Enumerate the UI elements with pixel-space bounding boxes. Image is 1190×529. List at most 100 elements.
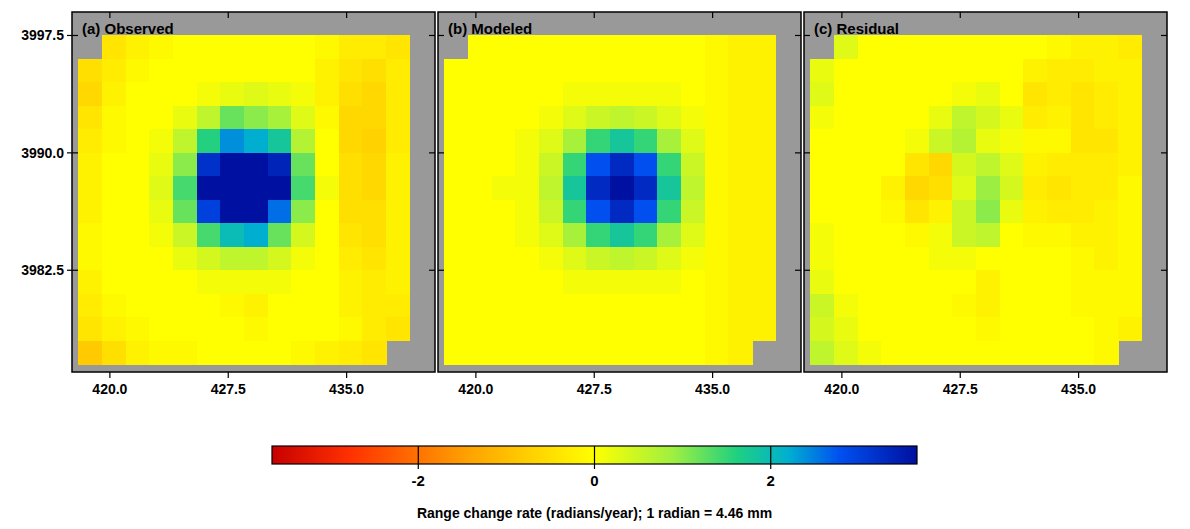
cell — [881, 59, 905, 83]
cell — [339, 200, 363, 224]
cell — [220, 129, 244, 153]
cell — [881, 153, 905, 177]
x-tick — [841, 12, 842, 18]
cell — [834, 247, 858, 271]
cell — [539, 247, 563, 271]
cell — [905, 247, 929, 271]
cell — [291, 294, 315, 318]
cell — [1118, 176, 1142, 200]
cell — [563, 35, 587, 59]
cell — [468, 176, 492, 200]
cell — [268, 129, 292, 153]
cell — [362, 176, 386, 200]
cell — [291, 176, 315, 200]
colorbar-tick — [418, 446, 419, 469]
cell — [610, 129, 634, 153]
cell — [444, 247, 468, 271]
cell — [444, 200, 468, 224]
cell — [291, 200, 315, 224]
panel-background — [804, 12, 1167, 372]
y-tick — [72, 152, 78, 153]
cell — [1047, 294, 1071, 318]
cell — [563, 270, 587, 294]
cell — [834, 176, 858, 200]
x-tick — [475, 12, 476, 18]
y-tick — [438, 270, 444, 271]
cell — [586, 106, 610, 130]
cell — [705, 317, 729, 341]
cell — [586, 176, 610, 200]
cell — [173, 317, 197, 341]
cell — [681, 223, 705, 247]
cell — [752, 59, 776, 83]
cell — [126, 35, 150, 59]
cell — [149, 129, 173, 153]
cell — [1094, 270, 1118, 294]
cell — [102, 294, 126, 318]
cell — [728, 200, 752, 224]
cell — [810, 294, 834, 318]
cell — [1000, 153, 1024, 177]
cell — [468, 223, 492, 247]
cell — [752, 82, 776, 106]
cell — [149, 247, 173, 271]
cell — [126, 106, 150, 130]
panel-background — [72, 12, 435, 372]
cell — [586, 82, 610, 106]
cell — [362, 129, 386, 153]
cell — [1094, 59, 1118, 83]
cell — [386, 106, 410, 130]
cell — [634, 247, 658, 271]
x-tick-label: 435.0 — [695, 381, 730, 397]
cell — [810, 106, 834, 130]
cell — [126, 59, 150, 83]
cell — [78, 176, 102, 200]
cell — [173, 153, 197, 177]
cell — [315, 176, 339, 200]
cell — [244, 270, 268, 294]
cell — [705, 247, 729, 271]
cell — [78, 294, 102, 318]
cell — [586, 294, 610, 318]
cell — [515, 153, 539, 177]
cell — [362, 270, 386, 294]
cell — [563, 223, 587, 247]
panel-title: (c) Residual — [814, 20, 899, 37]
cell — [952, 270, 976, 294]
cell — [1071, 82, 1095, 106]
y-tick — [1161, 152, 1167, 153]
cell — [515, 317, 539, 341]
cell — [1000, 176, 1024, 200]
cell — [244, 223, 268, 247]
cell — [444, 176, 468, 200]
cell — [929, 129, 953, 153]
cell — [657, 270, 681, 294]
cell — [976, 247, 1000, 271]
cell — [244, 341, 268, 365]
cell — [102, 176, 126, 200]
cell — [976, 200, 1000, 224]
cell — [810, 317, 834, 341]
cell — [173, 59, 197, 83]
y-tick — [1161, 35, 1167, 36]
cell — [1094, 35, 1118, 59]
cell — [386, 176, 410, 200]
cell — [610, 341, 634, 365]
cell — [858, 176, 882, 200]
cell — [705, 341, 729, 365]
cell — [563, 106, 587, 130]
cell — [834, 35, 858, 59]
cell — [220, 106, 244, 130]
cell — [444, 59, 468, 83]
cell — [752, 153, 776, 177]
cell — [610, 247, 634, 271]
cell — [173, 106, 197, 130]
cell — [1118, 82, 1142, 106]
cell — [1071, 106, 1095, 130]
cell — [197, 82, 221, 106]
cell — [752, 247, 776, 271]
cell — [268, 223, 292, 247]
cell — [705, 129, 729, 153]
cell — [1000, 200, 1024, 224]
cell — [858, 247, 882, 271]
